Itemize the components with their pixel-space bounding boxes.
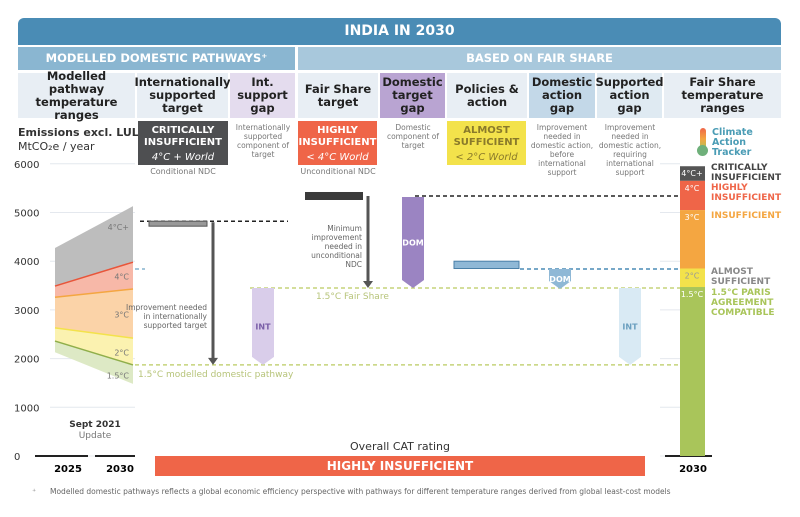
fair-share-band-label: 4°C (685, 184, 700, 193)
legend: CRITICALLY INSUFFICIENT HIGHLY INSUFFICI… (711, 163, 791, 318)
overall-rating-label: Overall CAT rating (350, 440, 450, 453)
y-tick-label: 6000 (14, 160, 39, 171)
page-title: INDIA IN 2030 (18, 18, 781, 45)
unconditional-ndc-bar (305, 191, 363, 200)
fair-share-band-label: 4°C+ (681, 169, 702, 178)
x-tick-label: 2030 (679, 464, 707, 475)
policies-bar (453, 260, 520, 270)
update-date: Sept 2021 (69, 420, 121, 430)
col-dom-target-gap: Domestic target gap (380, 73, 445, 118)
unconditional-ndc-label: Unconditional NDC (300, 167, 376, 176)
sup-action-gap-marker-label: INT (622, 322, 638, 331)
fair-share-band-label: 3°C (685, 213, 700, 222)
badge-critically-insufficient: CRITICALLY INSUFFICIENT 4°C + World (138, 121, 228, 165)
col-dom-action-gap: Domestic action gap (529, 73, 595, 118)
col-fair-share-target: Fair Share target (298, 73, 378, 118)
fan-label: 4°C (114, 273, 129, 282)
fan-label: 4°C+ (108, 223, 129, 232)
fan-label: 2°C (114, 349, 129, 358)
section-fair-share: BASED ON FAIR SHARE (298, 47, 781, 70)
fair-share-band (680, 268, 705, 288)
fair-share-band-label: 2°C (685, 272, 700, 281)
y-tick-label: 2000 (14, 355, 39, 366)
col-int-gap: Int. support gap (230, 73, 295, 118)
int-gap-note: Internationally supported component of t… (235, 123, 291, 159)
dom-action-note: Improvement needed in domestic action, b… (530, 123, 594, 177)
fair-share-label: 1.5°C Fair Share (316, 292, 389, 302)
fair-share-band (680, 180, 705, 211)
dom-target-gap-marker (402, 196, 424, 288)
fan-label: 3°C (114, 311, 129, 320)
col-fs-ranges: Fair Share temperature ranges (664, 73, 781, 118)
footnote-mark: ⁺ (32, 487, 37, 496)
min-improve-note: Minimum improvement needed in unconditional… (311, 224, 362, 269)
fair-share-band (680, 210, 705, 269)
x-tick-label: 2030 (106, 464, 134, 475)
col-sup-action-gap: Supported action gap (595, 73, 664, 118)
fair-share-band-label: 1.5°C (681, 290, 704, 299)
legend-paris: 1.5°C PARIS AGREEMENT COMPATIBLE (711, 288, 775, 318)
section-modelled: MODELLED DOMESTIC PATHWAYS⁺ (18, 47, 295, 70)
fan-line (54, 340, 134, 366)
sup-action-gap-marker (619, 287, 641, 365)
fan-band (55, 327, 133, 365)
int-gap-marker (252, 287, 274, 365)
badge-highly-insufficient: HIGHLY INSUFFICIENT < 4°C World (298, 121, 377, 165)
conditional-ndc-bar (148, 220, 208, 227)
y-tick-label: 1000 (14, 403, 39, 414)
fan-band (55, 341, 133, 384)
footnote: Modelled domestic pathways reflects a gl… (50, 487, 671, 496)
y-tick-label: 0 (14, 452, 20, 463)
x-tick-label: 2025 (54, 464, 82, 475)
y-axis-unit: MtCO₂e / year (18, 140, 95, 153)
arrow-min-head (363, 280, 373, 288)
fan-band (55, 288, 133, 339)
thermometer-logo-icon (697, 128, 709, 158)
fan-label: 1.5°C (107, 371, 130, 380)
badge-almost-sufficient: ALMOST SUFFICIENT < 2°C World (447, 121, 526, 165)
dom-target-gap-marker-label: DOM (402, 238, 423, 247)
conditional-ndc-label: Conditional NDC (150, 167, 216, 176)
mdp-label: 1.5°C modelled domestic pathway (138, 370, 294, 380)
fan-band (55, 262, 133, 298)
fan-line (54, 327, 134, 339)
y-tick-label: 3000 (14, 306, 39, 317)
fair-share-band (680, 287, 705, 456)
arrow-intl-head (208, 357, 218, 365)
fan-band (55, 206, 133, 287)
legend-almost: ALMOST SUFFICIENT (711, 267, 771, 287)
overall-rating-badge: HIGHLY INSUFFICIENT (155, 456, 645, 476)
int-gap-marker-label: INT (255, 322, 271, 331)
legend-critically: CRITICALLY INSUFFICIENT (711, 163, 782, 183)
dom-gap-note: Domestic component of target (386, 123, 440, 150)
fair-share-band (680, 166, 705, 181)
col-modelled-pathway: Modelled pathway temperature ranges (18, 69, 135, 121)
dom-action-gap-marker-label: DOM (549, 275, 570, 284)
y-axis-label: Emissions excl. LULUCF (18, 126, 163, 139)
fan-line (54, 261, 134, 287)
legend-insufficient: INSUFFICIENT (711, 211, 782, 221)
y-tick-label: 4000 (14, 257, 39, 268)
y-tick-label: 5000 (14, 209, 39, 220)
legend-highly: HIGHLY INSUFFICIENT (711, 183, 782, 203)
dom-action-gap-marker (549, 268, 571, 289)
col-intl-target: Internationally supported target (134, 73, 231, 118)
improve-intl-note: Improvement needed in internationally supp… (126, 303, 208, 330)
col-policies: Policies & action (447, 73, 527, 118)
update-label: Update (78, 431, 112, 441)
cat-logo: Climate Action Tracker (712, 127, 753, 158)
sup-action-note: Improvement needed in domestic action, r… (598, 123, 662, 177)
fan-line (54, 288, 134, 298)
